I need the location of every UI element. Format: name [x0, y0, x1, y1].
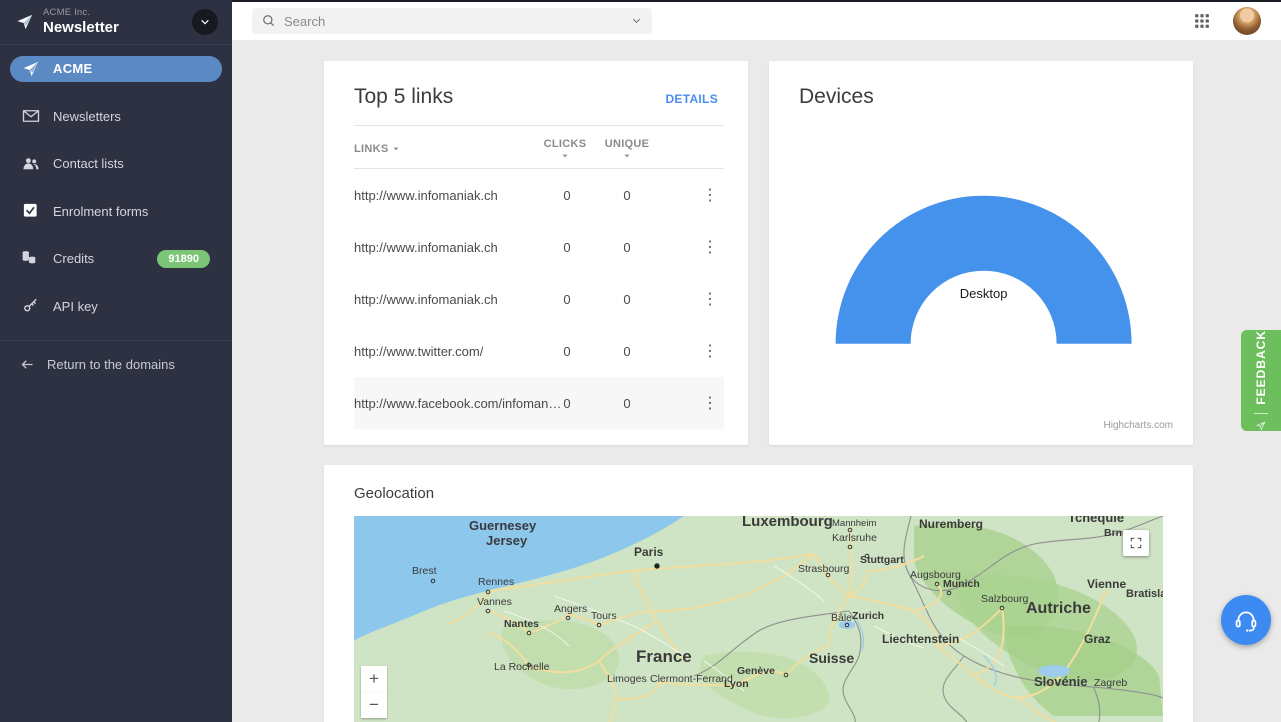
- svg-text:Nantes: Nantes: [504, 618, 539, 630]
- svg-text:Brest: Brest: [412, 565, 437, 577]
- svg-text:Guernesey: Guernesey: [469, 518, 537, 533]
- svg-text:Autriche: Autriche: [1026, 600, 1091, 617]
- svg-text:France: France: [636, 647, 692, 666]
- svg-text:Mannheim: Mannheim: [832, 518, 876, 529]
- svg-text:Paris: Paris: [634, 545, 664, 559]
- svg-text:Strasbourg: Strasbourg: [798, 563, 850, 575]
- svg-text:Liechtenstein: Liechtenstein: [882, 632, 959, 646]
- svg-text:Bratislav: Bratislav: [1126, 588, 1163, 600]
- svg-text:Clermont-Ferrand: Clermont-Ferrand: [650, 673, 733, 685]
- svg-text:Zurich: Zurich: [852, 610, 884, 622]
- svg-text:Vannes: Vannes: [477, 596, 512, 608]
- svg-text:Vienne: Vienne: [1087, 577, 1126, 591]
- svg-text:Suisse: Suisse: [809, 650, 854, 666]
- svg-text:Angers: Angers: [554, 603, 587, 615]
- svg-text:Munich: Munich: [943, 578, 980, 590]
- svg-text:Jersey: Jersey: [486, 533, 528, 548]
- svg-text:Tchéquie: Tchéquie: [1068, 516, 1124, 525]
- svg-text:Limoges: Limoges: [607, 673, 647, 685]
- svg-text:Salzbourg: Salzbourg: [981, 593, 1028, 605]
- svg-text:Bâle: Bâle: [831, 612, 852, 624]
- svg-text:Genève: Genève: [737, 665, 775, 677]
- svg-text:Stuttgart: Stuttgart: [860, 554, 904, 566]
- svg-text:Luxembourg: Luxembourg: [742, 516, 833, 530]
- svg-text:La Rochelle: La Rochelle: [494, 661, 550, 673]
- svg-text:Zagreb: Zagreb: [1094, 677, 1127, 689]
- svg-text:Karlsruhe: Karlsruhe: [832, 532, 877, 544]
- svg-text:Nuremberg: Nuremberg: [919, 517, 983, 531]
- svg-text:Lyon: Lyon: [724, 678, 749, 690]
- svg-text:Desktop: Desktop: [960, 286, 1008, 301]
- svg-text:Tours: Tours: [591, 610, 617, 622]
- svg-text:Rennes: Rennes: [478, 576, 514, 588]
- svg-text:Graz: Graz: [1084, 632, 1111, 646]
- svg-text:Slovénie: Slovénie: [1034, 674, 1087, 689]
